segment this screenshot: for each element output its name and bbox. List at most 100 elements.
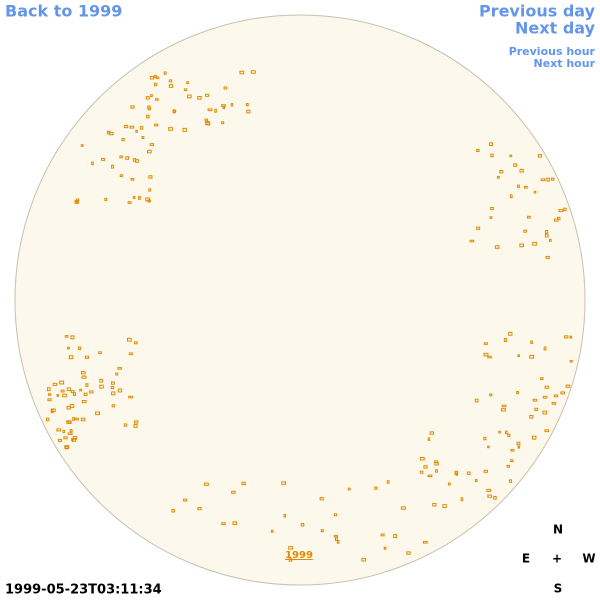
speckle: [154, 98, 159, 101]
speckle: [168, 127, 173, 131]
speckle: [183, 88, 188, 91]
speckle: [563, 207, 567, 212]
speckle: [51, 408, 56, 413]
speckle: [383, 546, 387, 550]
speckle: [519, 243, 524, 248]
previous-hour-link[interactable]: Previous hour: [509, 45, 596, 58]
speckle: [374, 486, 378, 490]
speckle: [99, 379, 104, 383]
speckle: [532, 241, 537, 246]
speckle: [509, 194, 513, 199]
speckle: [147, 149, 152, 154]
speckle: [65, 445, 69, 450]
speckle: [119, 174, 123, 178]
speckle: [530, 340, 533, 344]
speckle: [474, 479, 478, 483]
compass-north: N: [553, 523, 563, 537]
speckle: [300, 522, 305, 527]
solar-disk: [14, 14, 586, 586]
speckle: [474, 398, 479, 403]
speckle: [129, 125, 135, 129]
speckle: [203, 482, 209, 486]
speckle: [544, 233, 549, 238]
speckle: [146, 114, 150, 119]
speckle: [110, 385, 115, 390]
speckle: [56, 428, 61, 432]
speckle: [509, 154, 513, 158]
speckle: [483, 469, 488, 473]
speckle: [145, 197, 150, 202]
speckle: [148, 188, 152, 192]
speckle: [171, 509, 176, 513]
speckle: [347, 487, 351, 491]
speckle: [442, 504, 447, 509]
speckle: [57, 439, 63, 442]
speckle: [119, 155, 123, 159]
speckle: [85, 383, 89, 387]
speckle: [537, 153, 542, 158]
speckle: [523, 229, 528, 233]
speckle: [134, 159, 140, 163]
speckle: [207, 108, 213, 112]
speckle: [80, 417, 86, 422]
speckle: [130, 178, 135, 181]
speckle: [66, 387, 71, 392]
speckle: [487, 355, 492, 359]
speckle: [66, 405, 71, 410]
speckle: [101, 157, 106, 161]
speckle: [490, 206, 494, 211]
speckle: [197, 507, 202, 511]
speckle: [517, 184, 520, 189]
speckle: [533, 190, 537, 194]
back-link[interactable]: Back to 1999: [5, 2, 122, 21]
speckle: [494, 245, 500, 249]
speckle: [540, 377, 544, 381]
speckle: [427, 437, 431, 441]
speckle: [333, 534, 338, 538]
speckle: [447, 482, 451, 486]
speckle: [419, 470, 424, 474]
speckle: [361, 557, 366, 562]
speckle: [205, 93, 210, 97]
speckle: [127, 201, 132, 204]
speckle: [500, 408, 506, 412]
speckle: [154, 74, 157, 79]
speckle: [231, 490, 236, 494]
speckle: [517, 354, 521, 358]
speckle: [133, 420, 139, 424]
speckle: [45, 417, 50, 422]
speckle: [422, 540, 428, 544]
speckle: [545, 255, 550, 259]
speckle: [98, 351, 102, 355]
speckle: [501, 404, 507, 408]
speckle: [168, 79, 173, 83]
speckle: [69, 429, 73, 433]
speckle: [99, 384, 104, 389]
speckle: [543, 346, 547, 351]
speckle: [67, 420, 72, 424]
speckle: [67, 432, 73, 435]
speckle: [534, 407, 539, 411]
speckle: [148, 175, 153, 179]
speckle: [551, 402, 557, 405]
speckle: [232, 521, 238, 525]
speckle: [168, 84, 174, 88]
speckle: [60, 389, 65, 393]
year-link[interactable]: 1999: [285, 550, 313, 561]
speckle: [59, 380, 65, 385]
speckle: [246, 109, 251, 114]
speckle: [186, 81, 189, 85]
speckle: [111, 404, 116, 408]
speckle: [138, 196, 141, 200]
speckle: [214, 108, 217, 113]
speckle: [111, 391, 116, 396]
speckle: [76, 198, 80, 203]
speckle: [517, 445, 521, 449]
speckle: [154, 123, 159, 127]
next-day-link[interactable]: Next day: [515, 19, 596, 38]
speckle: [544, 385, 549, 389]
speckle: [545, 229, 549, 234]
next-hour-link[interactable]: Next hour: [534, 57, 596, 70]
previous-day-link[interactable]: Previous day: [479, 2, 596, 21]
speckle: [549, 238, 552, 242]
